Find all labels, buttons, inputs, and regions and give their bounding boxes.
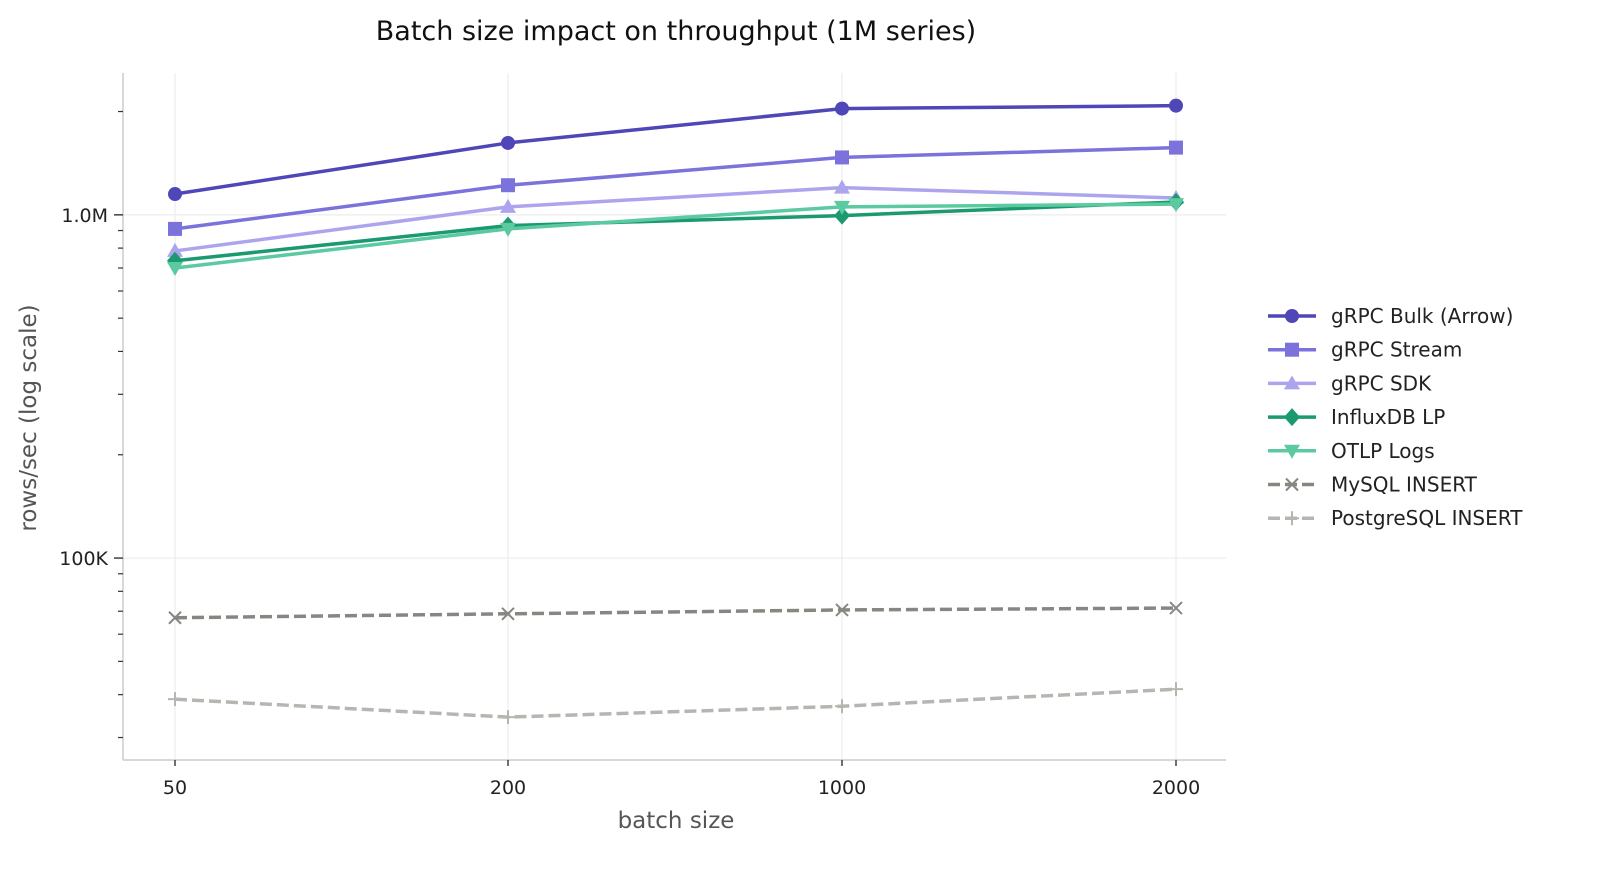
marker-triangle-up bbox=[500, 198, 516, 213]
series-grpc-stream bbox=[168, 140, 1183, 236]
series-line bbox=[174, 606, 1177, 620]
legend-label: gRPC Bulk (Arrow) bbox=[1331, 304, 1513, 328]
series-line bbox=[174, 200, 1177, 263]
marker-triangle-down bbox=[1168, 198, 1184, 213]
marker-plus bbox=[1169, 682, 1183, 697]
legend-label: OTLP Logs bbox=[1331, 439, 1435, 463]
marker-plus-stroke bbox=[1285, 511, 1299, 526]
marker-plus-stroke bbox=[835, 699, 849, 714]
series-mysql-insert bbox=[168, 601, 1183, 625]
marker-plus-stroke bbox=[1169, 682, 1183, 697]
series-line bbox=[174, 202, 1177, 270]
y-axis-label: rows/sec (log scale) bbox=[16, 304, 42, 531]
marker-diamond bbox=[1284, 408, 1300, 427]
marker-circle bbox=[835, 101, 849, 116]
series-line bbox=[174, 185, 1177, 253]
series-line bbox=[174, 103, 1177, 196]
marker-circle bbox=[168, 187, 182, 202]
x-tick-label: 2000 bbox=[1152, 777, 1200, 799]
series-postgresql-insert bbox=[168, 682, 1183, 725]
marker-x bbox=[168, 611, 182, 625]
marker-triangle-down bbox=[1284, 444, 1300, 459]
x-tick-label: 50 bbox=[163, 777, 187, 799]
legend-label: gRPC SDK bbox=[1331, 371, 1432, 395]
marker-plus bbox=[501, 710, 515, 725]
marker-x-stroke bbox=[501, 607, 515, 621]
chart-title: Batch size impact on throughput (1M seri… bbox=[376, 16, 976, 47]
series-grpc-sdk bbox=[167, 179, 1184, 257]
series-group bbox=[167, 98, 1184, 725]
marker-x bbox=[501, 607, 515, 621]
marker-square bbox=[1285, 342, 1299, 357]
legend-item: PostgreSQL INSERT bbox=[1268, 506, 1523, 530]
marker-x-stroke bbox=[1169, 601, 1183, 615]
legend: gRPC Bulk (Arrow) gRPC Stream gRPC SDK Infl… bbox=[1268, 304, 1523, 530]
marker-plus-stroke bbox=[168, 692, 182, 707]
marker-square bbox=[168, 221, 182, 236]
legend-item: gRPC Stream bbox=[1268, 338, 1462, 362]
marker-triangle-up bbox=[167, 242, 183, 257]
x-ticks: 50 200 1000 2000 bbox=[163, 760, 1200, 799]
legend-item: OTLP Logs bbox=[1268, 439, 1435, 463]
series-otlp-logs bbox=[167, 198, 1184, 277]
y-ticks: 100K 1.0M bbox=[59, 110, 123, 739]
marker-x bbox=[1169, 601, 1183, 615]
legend-item: MySQL INSERT bbox=[1268, 473, 1478, 497]
marker-plus bbox=[168, 692, 182, 707]
marker-plus bbox=[1285, 511, 1299, 526]
marker-triangle-down bbox=[834, 200, 850, 215]
marker-x-stroke bbox=[168, 611, 182, 625]
marker-triangle-down bbox=[500, 222, 516, 237]
marker-x-stroke bbox=[835, 603, 849, 617]
marker-plus bbox=[835, 699, 849, 714]
marker-x-stroke bbox=[1285, 477, 1299, 492]
marker-diamond bbox=[834, 206, 850, 225]
legend-label: InfluxDB LP bbox=[1331, 405, 1445, 429]
marker-triangle-up bbox=[1284, 375, 1300, 390]
legend-label: MySQL INSERT bbox=[1331, 473, 1478, 497]
marker-circle bbox=[1285, 309, 1299, 323]
marker-x bbox=[835, 603, 849, 617]
legend-item: InfluxDB LP bbox=[1268, 405, 1445, 429]
marker-circle bbox=[501, 135, 515, 150]
x-tick-label: 1000 bbox=[818, 777, 866, 799]
marker-triangle-down bbox=[167, 262, 183, 277]
marker-plus-stroke bbox=[501, 710, 515, 725]
x-axis-label: batch size bbox=[618, 808, 735, 834]
legend-item: gRPC Bulk (Arrow) bbox=[1268, 304, 1513, 328]
y-tick-label: 1.0M bbox=[61, 205, 108, 227]
marker-square bbox=[501, 178, 515, 193]
x-tick-label: 200 bbox=[490, 777, 526, 799]
marker-square bbox=[835, 150, 849, 165]
series-line bbox=[174, 687, 1177, 719]
marker-x bbox=[1285, 477, 1299, 492]
series-grpc-bulk-arrow- bbox=[168, 98, 1183, 202]
legend-label: PostgreSQL INSERT bbox=[1331, 506, 1523, 530]
legend-label: gRPC Stream bbox=[1331, 338, 1462, 362]
y-tick-label: 100K bbox=[59, 548, 108, 570]
marker-square bbox=[1169, 140, 1183, 155]
marker-triangle-up bbox=[834, 179, 850, 194]
series-line bbox=[174, 145, 1177, 231]
legend-item: gRPC SDK bbox=[1268, 371, 1432, 395]
marker-circle bbox=[1169, 98, 1183, 113]
